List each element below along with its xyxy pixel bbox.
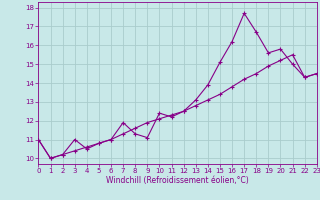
X-axis label: Windchill (Refroidissement éolien,°C): Windchill (Refroidissement éolien,°C) (106, 176, 249, 185)
